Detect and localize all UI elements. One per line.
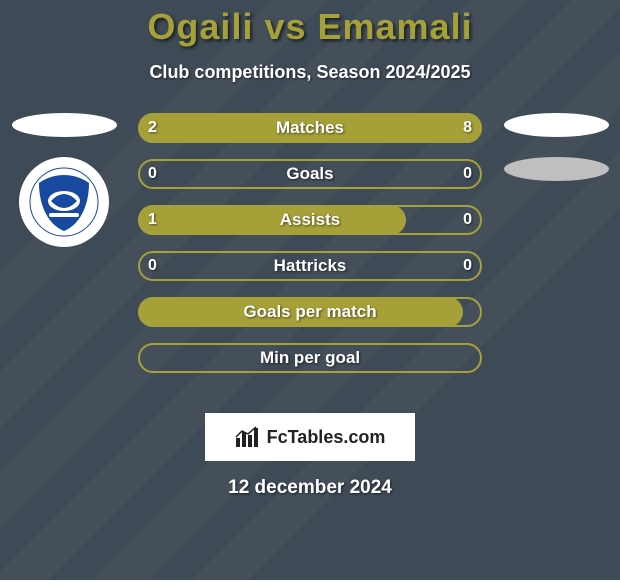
- right-club-badge-placeholder: [504, 157, 609, 181]
- right-value: 0: [463, 159, 472, 189]
- row-label: Goals: [138, 159, 482, 189]
- left-value: 1: [148, 205, 157, 235]
- left-club-badge: [19, 157, 109, 247]
- right-value: 0: [463, 205, 472, 235]
- footer-text: FcTables.com: [267, 427, 386, 448]
- stat-row-goals: Goals0 0: [138, 159, 482, 189]
- left-value: 2: [148, 113, 157, 143]
- row-label: Matches: [138, 113, 482, 143]
- right-country-flag-placeholder: [504, 113, 609, 137]
- row-label: Hattricks: [138, 251, 482, 281]
- club-crest-icon: [29, 167, 99, 237]
- comparison-chart: Matches28Goals00Assists10Hattricks00Goal…: [0, 113, 620, 403]
- row-label: Goals per match: [138, 297, 482, 327]
- page-title: Ogaili vs Emamali: [0, 0, 620, 48]
- row-label: Min per goal: [138, 343, 482, 373]
- bar-chart-icon: [235, 426, 261, 448]
- row-label: Assists: [138, 205, 482, 235]
- left-value: 0: [148, 159, 157, 189]
- left-value: 0: [148, 251, 157, 281]
- footer-attribution[interactable]: FcTables.com: [205, 413, 415, 461]
- subtitle: Club competitions, Season 2024/2025: [0, 62, 620, 83]
- stat-row-hattricks: Hattricks0 0: [138, 251, 482, 281]
- stat-row-min-per-goal: Min per goal: [138, 343, 482, 373]
- date-label: 12 december 2024: [0, 477, 620, 499]
- stat-row-goals-per-match: Goals per match: [138, 297, 482, 327]
- right-value: 0: [463, 251, 472, 281]
- content-root: Ogaili vs Emamali Club competitions, Sea…: [0, 0, 620, 580]
- stat-row-assists: Assists1 0: [138, 205, 482, 235]
- right-badges-column: [496, 113, 616, 201]
- left-country-flag-placeholder: [12, 113, 117, 137]
- left-badges-column: [4, 113, 124, 247]
- stat-row-matches: Matches2 8: [138, 113, 482, 143]
- right-value: 8: [463, 113, 472, 143]
